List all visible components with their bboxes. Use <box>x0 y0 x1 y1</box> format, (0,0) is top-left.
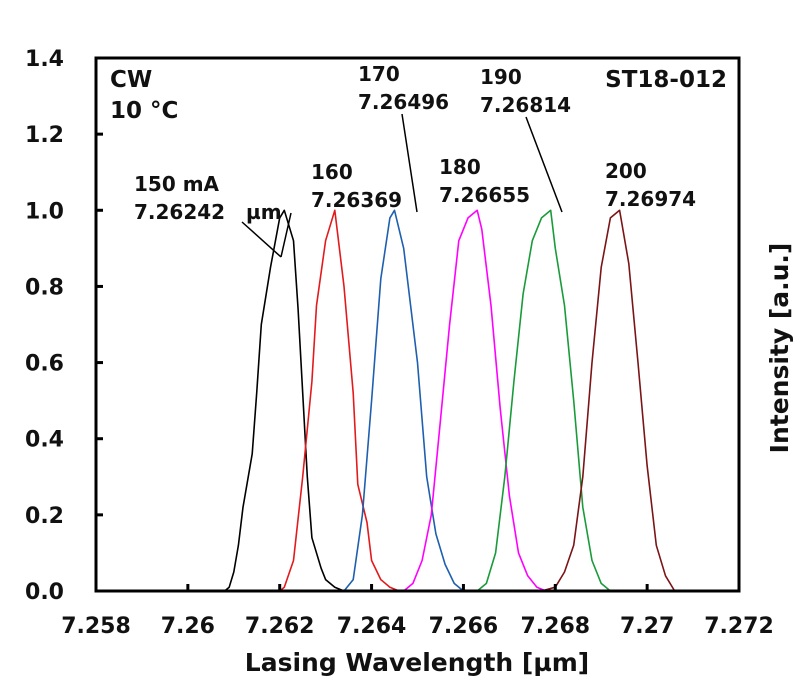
y-tick-label: 0.2 <box>25 504 64 529</box>
series-line-5 <box>476 209 611 592</box>
y-tick-label: 1.2 <box>25 123 64 148</box>
annotation-leader-190 <box>525 116 563 213</box>
x-tick-label: 7.27 <box>620 614 674 639</box>
x-tick-label: 7.272 <box>704 614 774 639</box>
annotation-peak-200: 7.26974 <box>605 187 696 211</box>
y-tick-label: 1.0 <box>25 199 64 224</box>
series-line-2 <box>279 209 400 592</box>
x-tick-label: 7.26 <box>161 614 215 639</box>
series-line-3 <box>334 209 464 592</box>
annotation-current-180: 180 <box>439 155 481 179</box>
annotation-unit-150: µm <box>246 200 282 224</box>
y-tick-label: 0.8 <box>25 275 64 300</box>
annotation-peak-190: 7.26814 <box>480 93 571 117</box>
y-tick-label: 0.4 <box>25 428 64 453</box>
annotation-peak-150: 7.26242 <box>134 200 225 224</box>
annotation-current-170: 170 <box>358 62 400 86</box>
y-tick-label: 0.0 <box>25 580 64 605</box>
x-tick-label: 7.264 <box>337 614 407 639</box>
annotation-current-200: 200 <box>605 159 647 183</box>
sample-id: ST18-012 <box>605 67 727 93</box>
y-tick-label: 1.4 <box>25 47 64 72</box>
annotation-peak-160: 7.26369 <box>311 188 402 212</box>
condition-cw: CW <box>110 67 152 93</box>
x-tick-label: 7.266 <box>429 614 499 639</box>
annotation-current-190: 190 <box>480 65 522 89</box>
y-tick-label: 0.6 <box>25 352 64 377</box>
annotation-leader-150b <box>280 212 292 258</box>
x-tick-label: 7.268 <box>520 614 590 639</box>
annotation-peak-170: 7.26496 <box>358 90 449 114</box>
x-axis-title: Lasing Wavelength [µm] <box>245 648 589 677</box>
annotation-leader-150 <box>241 221 282 258</box>
x-tick-label: 7.258 <box>61 614 131 639</box>
series-line-6 <box>541 209 676 592</box>
x-axis: 7.258 7.26 7.262 7.264 7.266 7.268 7.27 7.272 <box>61 584 774 639</box>
plot-area <box>94 56 741 593</box>
y-axis: 0.0 0.2 0.4 0.6 0.8 1.0 1.2 1.4 <box>25 47 103 605</box>
annotation-peak-180: 7.26655 <box>439 183 530 207</box>
x-tick-label: 7.262 <box>245 614 315 639</box>
annotation-current-160: 160 <box>311 160 353 184</box>
condition-temperature: 10 °C <box>110 98 178 124</box>
series-layer <box>210 209 676 592</box>
annotation-current-150: 150 mA <box>134 172 220 196</box>
series-line-1 <box>210 209 345 592</box>
series-line-4 <box>403 209 547 592</box>
y-axis-title: Intensity [a.u.] <box>765 243 794 454</box>
annotation-leader-170 <box>401 113 418 213</box>
